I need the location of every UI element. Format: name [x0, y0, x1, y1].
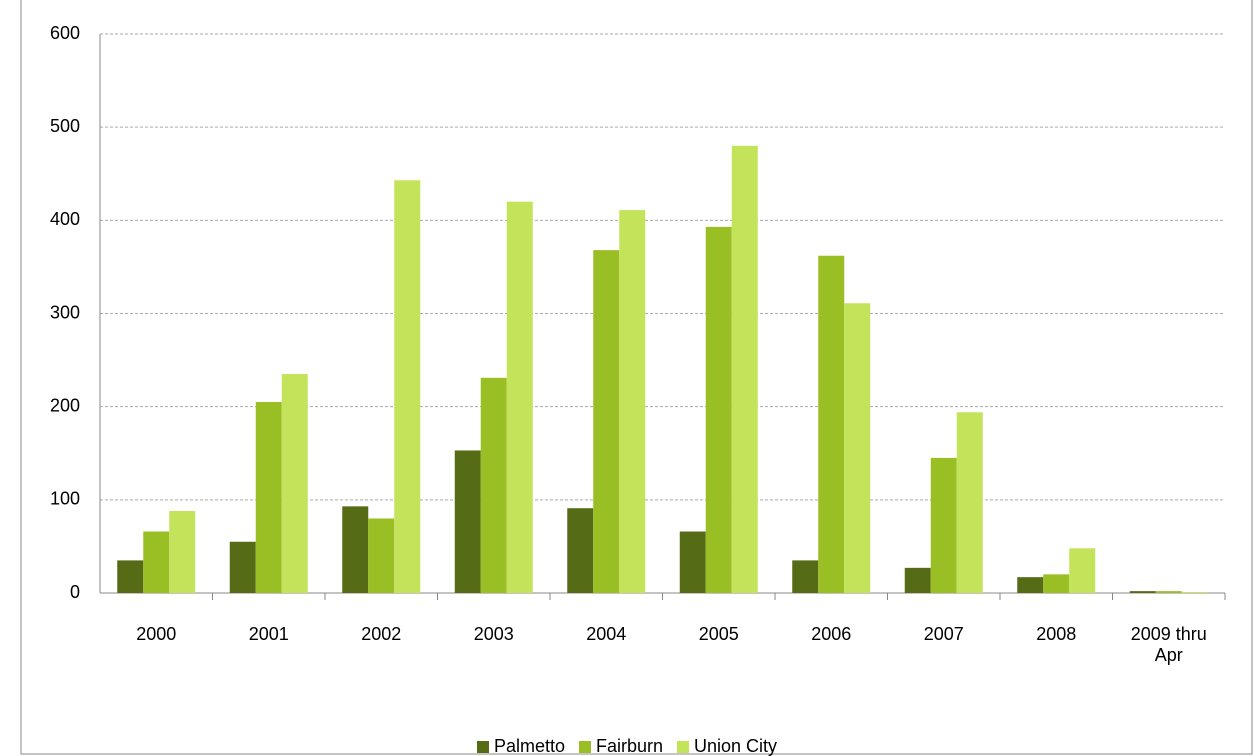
y-tick-label: 100	[50, 489, 80, 509]
y-tick-label: 600	[50, 23, 80, 43]
bar	[506, 201, 533, 593]
bar	[679, 531, 706, 593]
bar	[117, 560, 144, 593]
bar	[1069, 548, 1096, 593]
bar	[1181, 592, 1208, 593]
bar	[1043, 574, 1070, 593]
bar	[705, 226, 732, 594]
x-tick-label: 2000	[136, 624, 177, 644]
legend-label: Union City	[694, 736, 778, 756]
bar	[169, 511, 196, 593]
bar	[143, 531, 170, 593]
bar	[368, 518, 395, 593]
bar	[342, 506, 369, 593]
y-tick-label: 400	[50, 209, 80, 229]
bar	[1129, 591, 1156, 593]
legend-item: Fairburn	[578, 736, 664, 756]
legend-label: Fairburn	[595, 736, 664, 756]
x-tick-label: 2004	[586, 624, 627, 644]
bar	[229, 541, 256, 593]
legend-swatch	[476, 740, 489, 753]
x-tick-label: 2001	[248, 624, 289, 644]
bar	[731, 145, 758, 594]
legend-swatch	[677, 740, 690, 753]
bar	[394, 180, 421, 593]
bar	[593, 250, 620, 593]
bar	[480, 377, 507, 593]
bar	[904, 567, 931, 593]
y-tick-label: 300	[50, 302, 80, 322]
y-tick-label: 200	[50, 395, 80, 415]
legend-swatch	[578, 740, 591, 753]
bar	[844, 303, 871, 593]
y-tick-label: 0	[70, 582, 80, 602]
x-tick-label: 2009 thru Apr	[1130, 624, 1207, 665]
legend-item: Union City	[677, 736, 777, 756]
bar	[930, 457, 957, 593]
bar	[567, 508, 594, 593]
legend: Palmetto Fairburn Union City	[0, 736, 1254, 756]
y-tick-label: 500	[50, 116, 80, 136]
bar	[792, 560, 819, 593]
legend-label: Palmetto	[493, 736, 565, 756]
bar	[1017, 577, 1044, 593]
x-tick-label: 2005	[698, 624, 739, 644]
legend-item: Palmetto	[476, 736, 565, 756]
bar	[255, 402, 282, 593]
bar	[818, 255, 845, 593]
bar	[1155, 591, 1182, 593]
bar	[619, 210, 646, 593]
bar	[454, 450, 481, 593]
x-tick-label: 2008	[1036, 624, 1077, 644]
bar	[281, 374, 308, 593]
x-tick-label: 2006	[811, 624, 852, 644]
frame	[20, 0, 1253, 755]
bar	[956, 412, 983, 593]
x-tick-label: 2007	[923, 624, 964, 644]
x-tick-label: 2003	[473, 624, 514, 644]
x-tick-label: 2002	[361, 624, 402, 644]
